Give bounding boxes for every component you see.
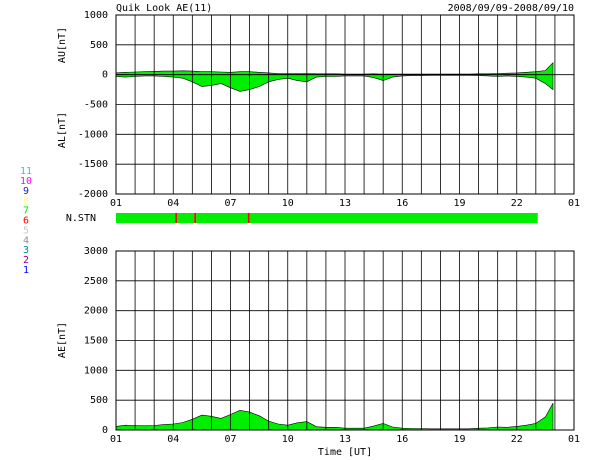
station-legend-label: 7 bbox=[23, 206, 29, 217]
station-segment bbox=[194, 213, 197, 223]
station-legend-label: 9 bbox=[23, 186, 29, 197]
x-tick-label: 07 bbox=[224, 198, 236, 209]
x-tick-label: 01 bbox=[110, 198, 122, 209]
station-legend-label: 1 bbox=[23, 265, 29, 276]
x-tick-label: 19 bbox=[453, 198, 465, 209]
y-tick-label: 2500 bbox=[84, 276, 108, 287]
x-tick-label: 07 bbox=[224, 434, 236, 445]
x-tick-label: 13 bbox=[339, 434, 351, 445]
y-tick-label: 1500 bbox=[84, 336, 108, 347]
y-tick-label: 0 bbox=[102, 70, 108, 81]
chart-title: Quik Look AE(11) bbox=[116, 3, 212, 14]
station-legend-label: 8 bbox=[23, 196, 29, 207]
area bbox=[115, 74, 554, 92]
y-tick-label: 1000 bbox=[84, 10, 108, 21]
station-legend-label: 2 bbox=[23, 255, 29, 266]
station-segment bbox=[247, 213, 250, 223]
station-segment bbox=[196, 213, 248, 223]
x-tick-label: 13 bbox=[339, 198, 351, 209]
y-tick-label: 500 bbox=[90, 40, 108, 51]
x-tick-label: 10 bbox=[282, 434, 294, 445]
x-tick-label: 16 bbox=[396, 198, 408, 209]
x-axis-label: Time [UT] bbox=[318, 447, 372, 458]
plot-frame bbox=[115, 14, 575, 195]
x-tick-label: 16 bbox=[396, 434, 408, 445]
y-axis-label: AL[nT] bbox=[57, 112, 68, 148]
area bbox=[115, 61, 554, 75]
date-range: 2008/09/09-2008/09/10 bbox=[448, 3, 574, 14]
station-legend-label: 11 bbox=[20, 166, 32, 177]
station-bar-label: N.STN bbox=[66, 213, 96, 224]
plot-frame bbox=[115, 250, 575, 431]
y-tick-label: -1500 bbox=[78, 159, 108, 170]
x-tick-label: 04 bbox=[167, 198, 179, 209]
x-tick-label: 19 bbox=[453, 434, 465, 445]
area bbox=[115, 402, 554, 431]
x-tick-label: 10 bbox=[282, 198, 294, 209]
station-legend-label: 5 bbox=[23, 225, 29, 236]
y-tick-label: 2000 bbox=[84, 306, 108, 317]
station-legend-label: 4 bbox=[23, 235, 29, 246]
x-tick-label: 01 bbox=[110, 434, 122, 445]
y-tick-label: 3000 bbox=[84, 246, 108, 257]
station-segment bbox=[249, 213, 538, 223]
x-tick-label: 22 bbox=[511, 198, 523, 209]
y-tick-label: 1000 bbox=[84, 365, 108, 376]
x-tick-label: 01 bbox=[568, 198, 580, 209]
station-segment bbox=[177, 213, 195, 223]
y-axis-label: AE[nT] bbox=[57, 322, 68, 358]
x-tick-label: 04 bbox=[167, 434, 179, 445]
station-legend-label: 10 bbox=[20, 176, 32, 187]
station-segment bbox=[116, 213, 176, 223]
y-tick-label: -1000 bbox=[78, 129, 108, 140]
station-legend-label: 3 bbox=[23, 245, 29, 256]
station-segment bbox=[175, 213, 178, 223]
y-axis-label: AU[nT] bbox=[57, 27, 68, 63]
y-tick-label: -2000 bbox=[78, 189, 108, 200]
y-tick-label: -500 bbox=[84, 100, 108, 111]
x-tick-label: 22 bbox=[511, 434, 523, 445]
x-tick-label: 01 bbox=[568, 434, 580, 445]
y-tick-label: 0 bbox=[102, 425, 108, 436]
station-legend-label: 6 bbox=[23, 216, 29, 227]
y-tick-label: 500 bbox=[90, 395, 108, 406]
